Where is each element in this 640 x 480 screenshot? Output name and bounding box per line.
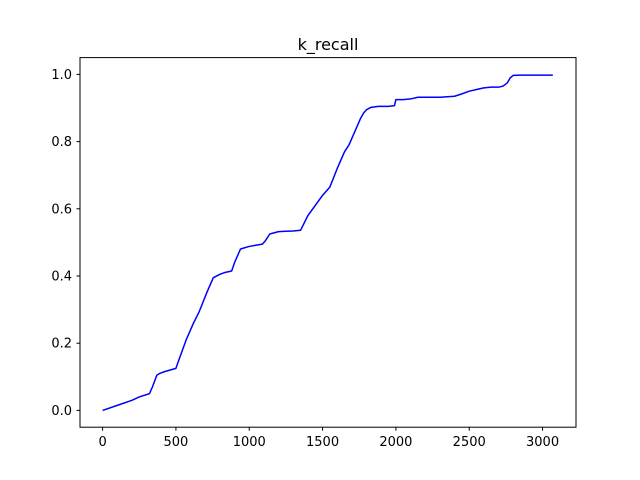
x-tick-label: 1000: [233, 435, 266, 450]
x-tick-label: 1500: [306, 435, 339, 450]
y-tick-label: 1.0: [51, 68, 72, 83]
x-axis-ticks: 0 500 1000 1500 2000 2500 3000: [98, 427, 559, 450]
y-tick-label: 0.2: [51, 337, 72, 352]
x-tick-label: 2000: [379, 435, 412, 450]
y-axis-ticks: 0.0 0.2 0.4 0.6 0.8 1.0: [51, 68, 80, 419]
chart-title: k_recall: [298, 35, 359, 55]
y-tick-label: 0.4: [51, 270, 72, 285]
series-layer: [102, 74, 553, 412]
y-tick-label: 0.0: [51, 404, 72, 419]
x-tick-label: 3000: [526, 435, 559, 450]
plot-frame: [79, 57, 577, 428]
y-tick-label: 0.8: [51, 135, 72, 150]
y-tick-label: 0.6: [51, 202, 72, 217]
x-tick-label: 500: [164, 435, 189, 450]
x-tick-label: 2500: [453, 435, 486, 450]
series-line-0: [102, 74, 553, 412]
x-tick-label: 0: [98, 435, 106, 450]
